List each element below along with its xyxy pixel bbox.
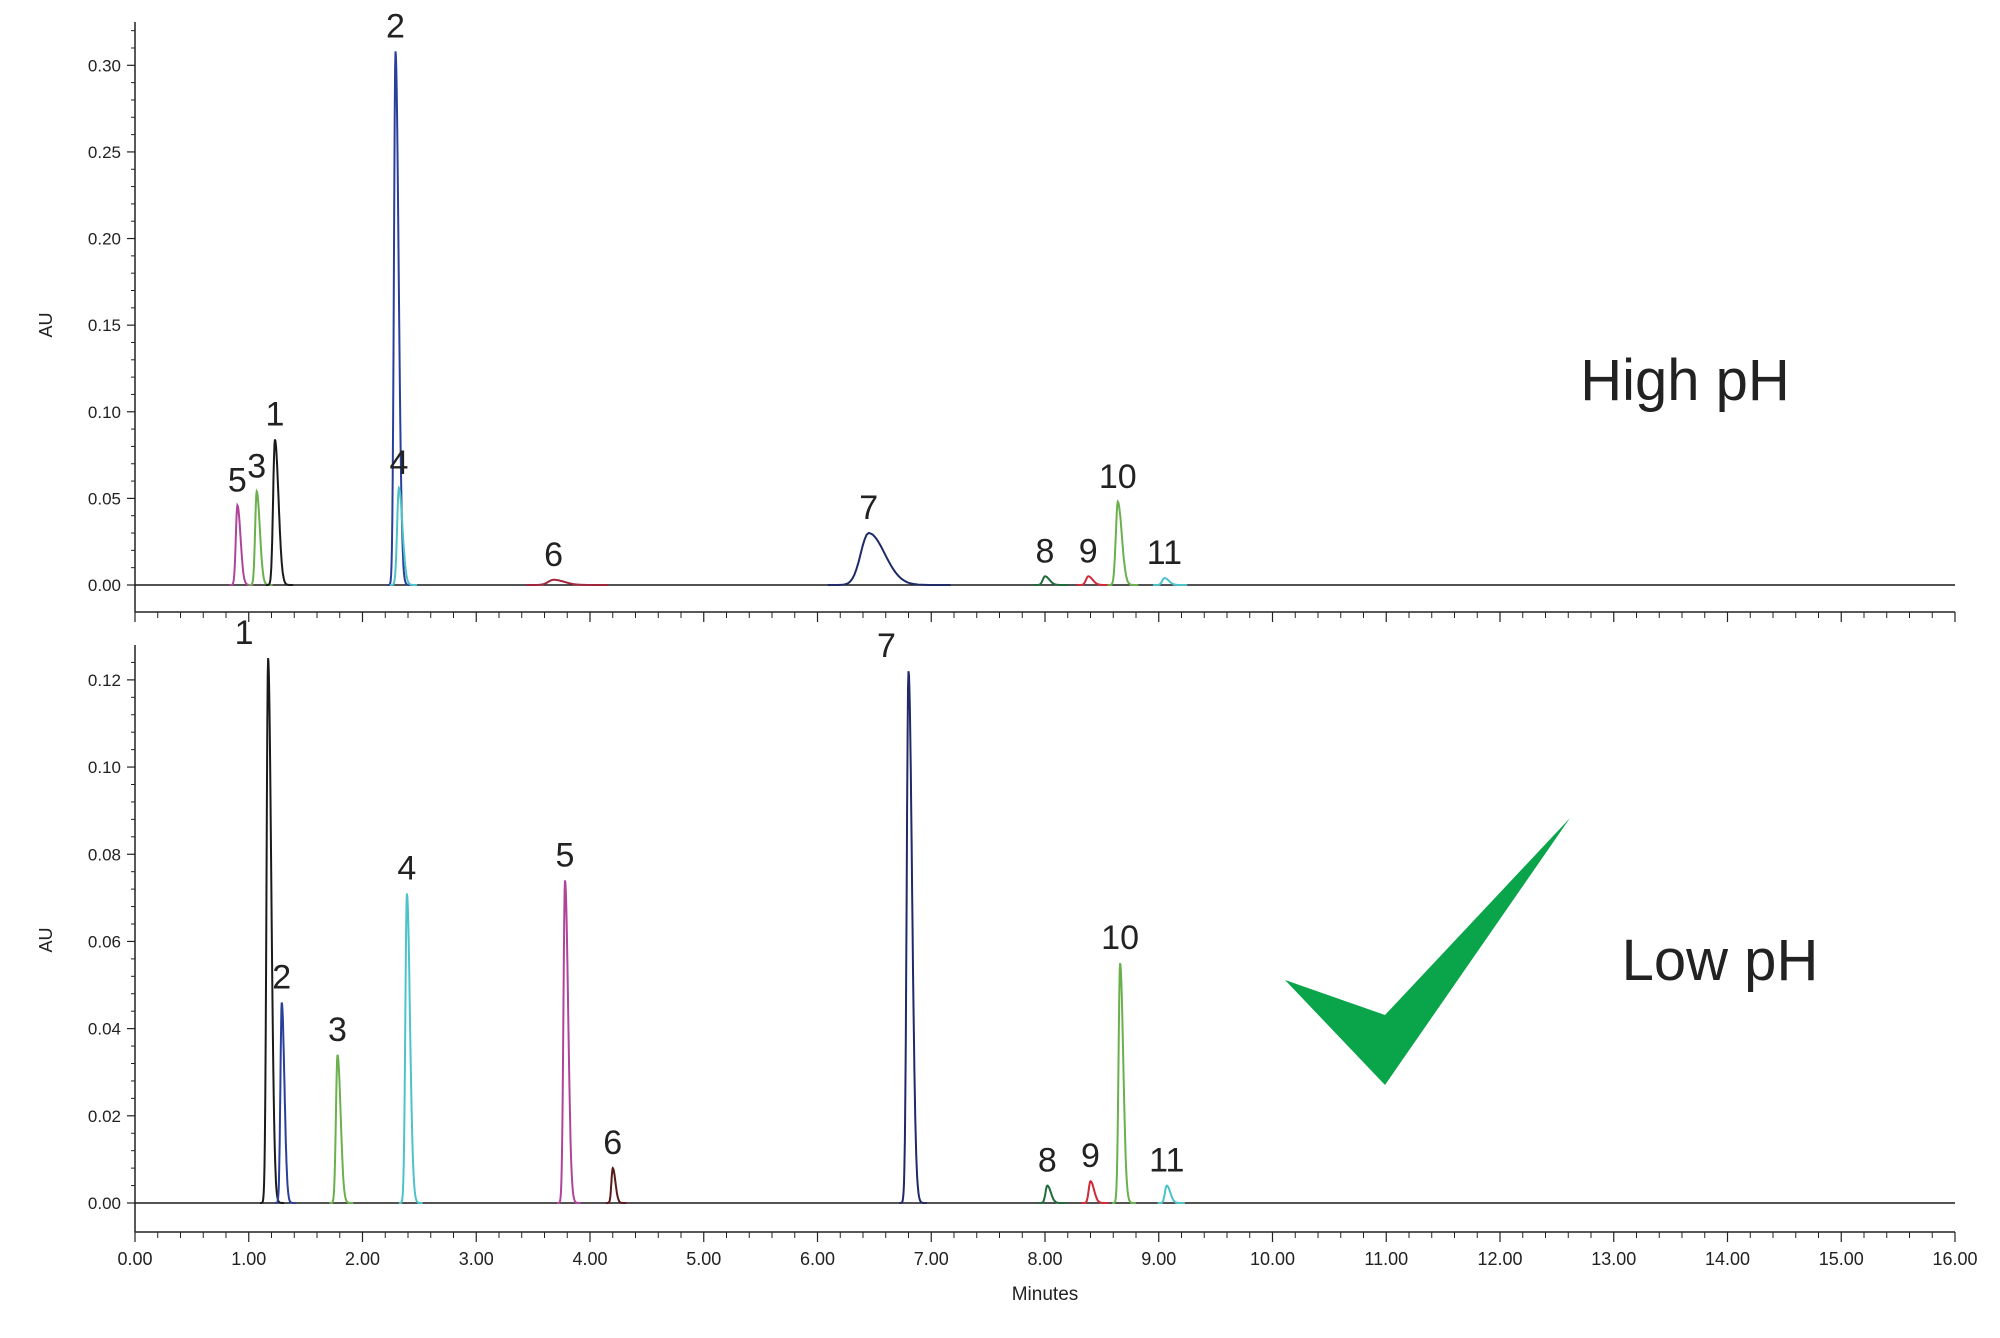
x-tick-label: 2.00 — [345, 1249, 380, 1269]
peak-label: 8 — [1036, 532, 1055, 570]
x-tick-label: 4.00 — [572, 1249, 607, 1269]
x-tick-label: 16.00 — [1932, 1249, 1977, 1269]
peak-label: 1 — [235, 614, 254, 652]
peak-label: 7 — [877, 627, 896, 665]
peak-trace-3 — [329, 1054, 354, 1204]
peak-trace-11 — [1157, 1184, 1185, 1204]
peak-trace-8 — [1038, 1184, 1066, 1204]
x-tick-label: 10.00 — [1250, 1249, 1295, 1269]
peak-trace-5 — [229, 502, 254, 586]
x-tick-label: 14.00 — [1705, 1249, 1750, 1269]
x-tick-label: 6.00 — [800, 1249, 835, 1269]
peak-trace-7 — [899, 671, 927, 1204]
y-axis-label: AU — [36, 312, 56, 337]
peak-label: 8 — [1038, 1142, 1057, 1180]
peak-trace-6 — [526, 578, 609, 586]
peak-trace-5 — [557, 880, 581, 1204]
peak-label: 9 — [1081, 1137, 1100, 1175]
y-tick-label: 0.00 — [88, 576, 121, 595]
panel-annotation: High pH — [1580, 348, 1790, 413]
peak-label: 7 — [859, 489, 878, 527]
y-tick-label: 0.10 — [88, 758, 121, 777]
peak-label: 11 — [1147, 534, 1182, 572]
x-tick-label: 9.00 — [1141, 1249, 1176, 1269]
peak-label: 3 — [328, 1011, 347, 1049]
x-tick-label: 15.00 — [1819, 1249, 1864, 1269]
y-tick-label: 0.12 — [88, 671, 121, 690]
peak-trace-4 — [398, 893, 423, 1204]
peak-label: 10 — [1099, 458, 1137, 496]
y-axis-label: AU — [36, 927, 56, 952]
peak-trace-11 — [1153, 577, 1188, 586]
peak-trace-8 — [1033, 575, 1068, 586]
y-tick-label: 0.02 — [88, 1107, 121, 1126]
panel-annotation: Low pH — [1622, 928, 1819, 993]
x-tick-label: 8.00 — [1027, 1249, 1062, 1269]
x-tick-label: 5.00 — [686, 1249, 721, 1269]
x-tick-label: 11.00 — [1364, 1249, 1408, 1269]
peak-trace-6 — [605, 1166, 627, 1204]
peak-trace-10 — [1112, 963, 1136, 1204]
peak-trace-9 — [1081, 1179, 1109, 1204]
y-tick-label: 0.08 — [88, 845, 121, 864]
checkmark-icon — [1285, 818, 1570, 1085]
y-tick-label: 0.00 — [88, 1194, 121, 1213]
peak-label: 3 — [247, 447, 266, 485]
peak-label: 11 — [1149, 1142, 1184, 1180]
x-axis-label: Minutes — [1012, 1284, 1079, 1305]
peak-label: 5 — [228, 461, 247, 499]
y-tick-label: 0.04 — [88, 1020, 121, 1039]
peak-label: 4 — [389, 444, 408, 482]
y-tick-label: 0.25 — [88, 143, 121, 162]
peak-trace-1 — [260, 658, 284, 1204]
peak-trace-9 — [1076, 575, 1111, 586]
x-tick-label: 0.00 — [117, 1249, 152, 1269]
y-tick-label: 0.10 — [88, 403, 121, 422]
y-tick-label: 0.06 — [88, 932, 121, 951]
peak-label: 2 — [272, 958, 291, 996]
peak-label: 5 — [556, 836, 575, 874]
y-tick-label: 0.30 — [88, 56, 121, 75]
peak-trace-1 — [265, 439, 294, 586]
peak-trace-2 — [387, 51, 412, 586]
x-tick-label: 13.00 — [1591, 1249, 1636, 1269]
peak-trace-7 — [827, 531, 951, 586]
x-tick-label: 1.00 — [231, 1249, 266, 1269]
x-tick-label: 7.00 — [914, 1249, 949, 1269]
peak-label: 6 — [603, 1124, 622, 1162]
peak-label: 9 — [1079, 532, 1098, 570]
peak-trace-4 — [389, 485, 418, 586]
x-tick-label: 12.00 — [1477, 1249, 1522, 1269]
x-tick-label: 3.00 — [459, 1249, 494, 1269]
y-tick-label: 0.15 — [88, 316, 121, 335]
peak-label: 10 — [1101, 919, 1139, 957]
peak-label: 2 — [386, 7, 405, 45]
peak-label: 6 — [544, 536, 563, 574]
peak-trace-10 — [1107, 499, 1139, 586]
y-tick-label: 0.20 — [88, 230, 121, 249]
peak-label: 1 — [265, 395, 284, 433]
y-tick-label: 0.05 — [88, 489, 121, 508]
peak-label: 4 — [397, 849, 416, 887]
peak-trace-2 — [274, 1002, 296, 1204]
peak-trace-3 — [248, 488, 273, 586]
